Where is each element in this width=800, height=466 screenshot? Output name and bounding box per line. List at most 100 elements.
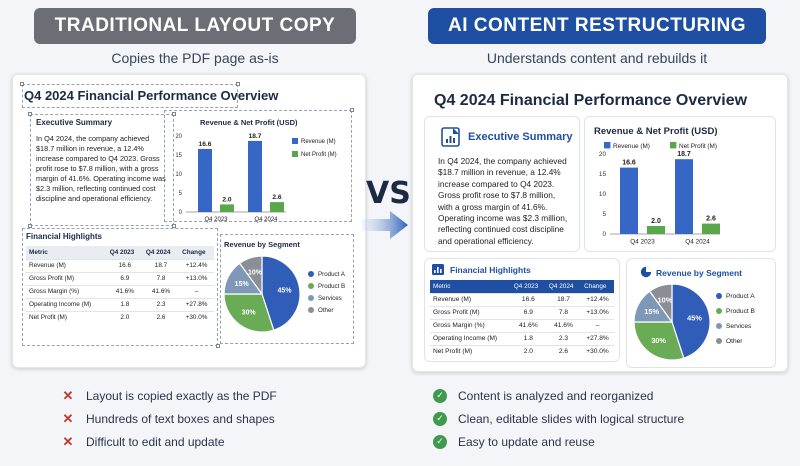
arrow-right-icon bbox=[362, 211, 408, 239]
table-row: Revenue (M) 16.6 18.7 +12.4% bbox=[430, 292, 614, 306]
bar bbox=[198, 148, 212, 212]
legend-swatch bbox=[670, 142, 677, 149]
resize-handle[interactable] bbox=[28, 224, 32, 228]
table-cell: 7.8 bbox=[545, 305, 582, 319]
table-cell: 6.9 bbox=[106, 271, 143, 285]
bar-value-label: 16.6 bbox=[622, 160, 636, 167]
table-row: Gross Margin (%) 41.6% 41.6% – bbox=[430, 318, 614, 332]
pie-textbox-outline bbox=[220, 234, 354, 344]
bar-chart: 0 5 10 15 20 16.6 2.0 Q4 2023 18.7 2.6 Q4 2024 Reve… bbox=[599, 142, 720, 245]
x-tick-label: Q4 2024 bbox=[685, 238, 710, 245]
exec-summary-title: Executive Summary bbox=[468, 131, 573, 143]
resize-handle[interactable] bbox=[350, 108, 354, 112]
table-cell: 2.0 bbox=[106, 310, 143, 324]
highlights-title: Financial Highlights bbox=[26, 232, 103, 241]
con-text: Difficult to edit and update bbox=[86, 434, 225, 449]
legend-label: Product B bbox=[318, 283, 345, 290]
y-tick-label: 20 bbox=[599, 151, 607, 158]
pro-text: Clean, editable slides with logical stru… bbox=[458, 411, 685, 426]
table-cell: +27.8% bbox=[581, 331, 614, 345]
legend-swatch bbox=[308, 271, 314, 277]
table-cell: Gross Margin (%) bbox=[26, 284, 107, 298]
bar bbox=[248, 140, 262, 212]
resize-handle[interactable] bbox=[172, 224, 176, 228]
bar bbox=[220, 204, 234, 212]
bar-chart: 0 5 10 15 20 16.6 2.0 Q4 2023 18.7 2.6 Q4 2024 Reve… bbox=[175, 133, 336, 223]
table-cell: Gross Profit (M) bbox=[26, 271, 107, 285]
con-text: Layout is copied exactly as the PDF bbox=[86, 388, 277, 403]
resize-handle[interactable] bbox=[28, 112, 32, 116]
table-row: Operating Income (M) 1.8 2.3 +27.8% bbox=[430, 331, 614, 345]
con-item: ✕ Difficult to edit and update bbox=[60, 430, 277, 453]
table-cell: 18.7 bbox=[142, 258, 180, 272]
table-cell: 2.6 bbox=[545, 344, 582, 358]
table-cell: 7.8 bbox=[142, 271, 180, 285]
pro-text: Easy to update and reuse bbox=[458, 434, 595, 449]
table-row: Revenue (M) 16.6 18.7 +12.4% bbox=[26, 258, 214, 272]
highlights-title: Financial Highlights bbox=[450, 265, 531, 275]
bar bbox=[647, 226, 665, 234]
pie-slice bbox=[261, 255, 301, 331]
legend-swatch bbox=[716, 293, 722, 299]
pie-chart: 45% 30% 15% 10% Product A Product B Services Ot… bbox=[223, 255, 346, 333]
table-cell: Net Profit (M) bbox=[26, 310, 107, 324]
bar bbox=[675, 159, 693, 234]
y-tick-label: 15 bbox=[599, 171, 607, 178]
table-row: Net Profit (M) 2.0 2.6 +30.0% bbox=[26, 310, 214, 324]
legend-swatch bbox=[292, 151, 298, 157]
y-tick-label: 0 bbox=[602, 231, 606, 238]
bar-value-label: 2.6 bbox=[272, 194, 281, 201]
ai-subtitle: Understands content and rebuilds it bbox=[486, 50, 708, 66]
table-cell: 1.8 bbox=[510, 331, 546, 345]
table-cell: – bbox=[179, 284, 214, 298]
table-row: Operating Income (M) 1.8 2.3 +27.8% bbox=[26, 297, 214, 311]
check-icon: ✓ bbox=[433, 411, 447, 426]
x-tick-label: Q4 2024 bbox=[254, 217, 278, 223]
table-cell: 41.6% bbox=[510, 318, 546, 332]
traditional-cons-list: ✕ Layout is copied exactly as the PDF ✕ Hu… bbox=[60, 384, 277, 453]
resize-handle[interactable] bbox=[216, 344, 220, 348]
pie-slice-label: 15% bbox=[644, 307, 659, 316]
pie-slice-label: 30% bbox=[651, 336, 666, 345]
column-header: Change bbox=[179, 246, 214, 259]
exec-summary-title: Executive Summary bbox=[36, 118, 113, 127]
legend-label: Revenue (M) bbox=[613, 143, 650, 150]
bar-value-label: 2.0 bbox=[651, 218, 661, 225]
legend-swatch bbox=[292, 138, 298, 144]
table-cell: Operating Income (M) bbox=[430, 331, 511, 345]
cross-icon: ✕ bbox=[62, 387, 74, 403]
traditional-banner: TRADITIONAL LAYOUT COPY bbox=[34, 8, 356, 44]
legend-swatch bbox=[308, 283, 314, 289]
legend-label: Services bbox=[318, 295, 342, 302]
bar-chart-title: Revenue & Net Profit (USD) bbox=[594, 126, 718, 137]
pie-slice bbox=[238, 255, 263, 296]
pie-slice-label: 45% bbox=[687, 314, 702, 323]
table-cell: 2.3 bbox=[545, 331, 582, 345]
resize-handle[interactable] bbox=[236, 82, 240, 86]
table-header-row: Metric Q4 2023 Q4 2024 Change bbox=[26, 246, 214, 259]
title-textbox-outline bbox=[22, 84, 238, 108]
resize-handle[interactable] bbox=[20, 82, 24, 86]
legend-label: Net Profit (M) bbox=[679, 143, 717, 150]
resize-handle[interactable] bbox=[172, 112, 176, 116]
pie-slice bbox=[671, 283, 711, 359]
pie-slice-label: 10% bbox=[658, 296, 673, 305]
table-cell: 16.6 bbox=[106, 258, 143, 272]
column-header: Q4 2024 bbox=[545, 280, 582, 293]
table-cell: +27.8% bbox=[179, 297, 214, 311]
table-cell: 41.6% bbox=[106, 284, 143, 298]
column-header: Metric bbox=[430, 280, 511, 293]
table-row: Gross Margin (%) 41.6% 41.6% – bbox=[26, 284, 214, 298]
bar bbox=[702, 223, 720, 234]
pie-slice-label: 10% bbox=[248, 269, 263, 276]
pie-slice bbox=[648, 283, 673, 324]
bar-chart-title: Revenue & Net Profit (USD) bbox=[200, 118, 298, 127]
bar-value-label: 18.7 bbox=[249, 133, 262, 140]
exec-summary-text: In Q4 2024, the company achieved $18.7 m… bbox=[36, 134, 166, 203]
table-cell: Operating Income (M) bbox=[26, 297, 107, 311]
table-textbox-outline bbox=[22, 228, 218, 346]
highlights-table: Metric Q4 2023 Q4 2024 Change Revenue (M) 16.… bbox=[430, 280, 614, 358]
cross-icon: ✕ bbox=[62, 410, 74, 426]
slide-title: Q4 2024 Financial Performance Overview bbox=[24, 88, 279, 103]
ai-pros-list: ✓ Content is analyzed and reorganized ✓ Cl… bbox=[432, 384, 684, 453]
